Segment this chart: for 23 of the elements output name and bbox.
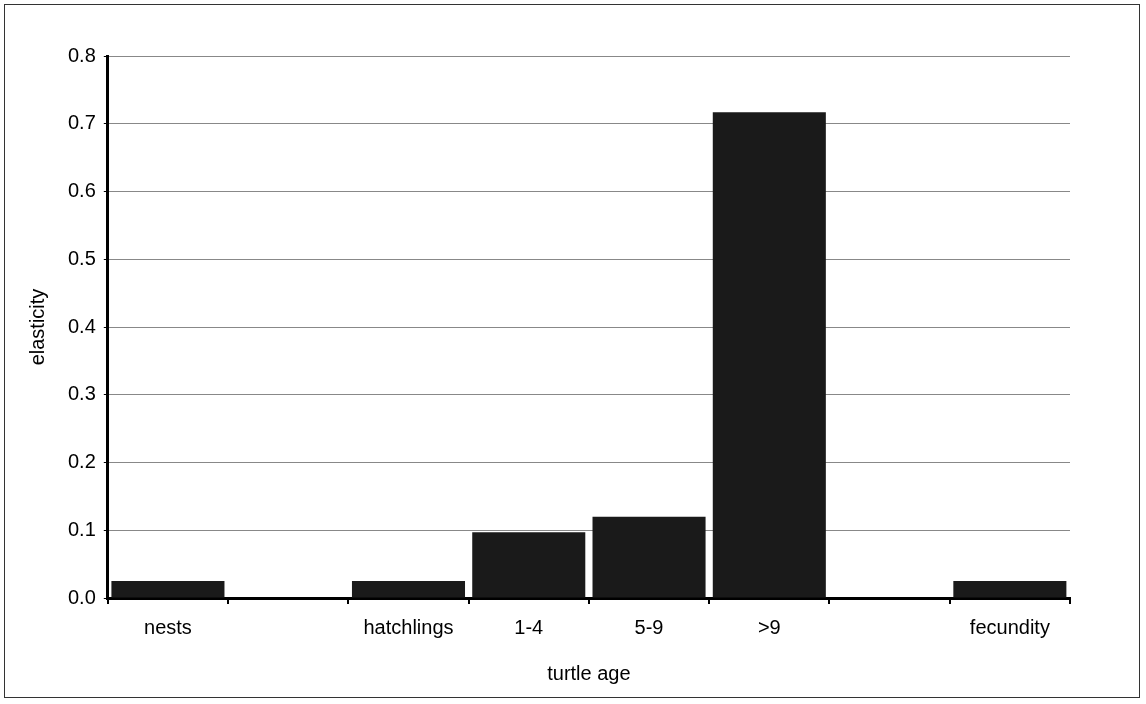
bar xyxy=(472,532,586,598)
x-tick-label: 1-4 xyxy=(514,615,544,638)
bar xyxy=(592,516,706,598)
bar xyxy=(111,581,225,598)
y-tick-label: 0.1 xyxy=(67,517,96,540)
y-tick-label: 0.8 xyxy=(67,43,96,66)
x-tick-label: hatchlings xyxy=(363,615,454,638)
y-tick-label: 0.0 xyxy=(67,585,96,608)
y-tick-label: 0.3 xyxy=(67,382,96,405)
x-tick-label: fecundity xyxy=(969,615,1050,638)
bar xyxy=(953,581,1067,598)
y-tick-label: 0.6 xyxy=(67,179,96,202)
x-axis-title: turtle age xyxy=(547,661,631,684)
y-tick-label: 0.5 xyxy=(67,246,96,269)
bar xyxy=(351,581,466,598)
y-tick-label: 0.4 xyxy=(67,314,96,337)
y-axis-title: elasticity xyxy=(25,288,48,366)
y-tick-label: 0.7 xyxy=(67,111,96,134)
x-tick-label: >9 xyxy=(757,615,781,638)
y-tick-label: 0.2 xyxy=(67,450,96,473)
x-tick-label: 5-9 xyxy=(634,615,664,638)
x-tick-label: nests xyxy=(144,615,192,638)
bar xyxy=(712,112,826,598)
